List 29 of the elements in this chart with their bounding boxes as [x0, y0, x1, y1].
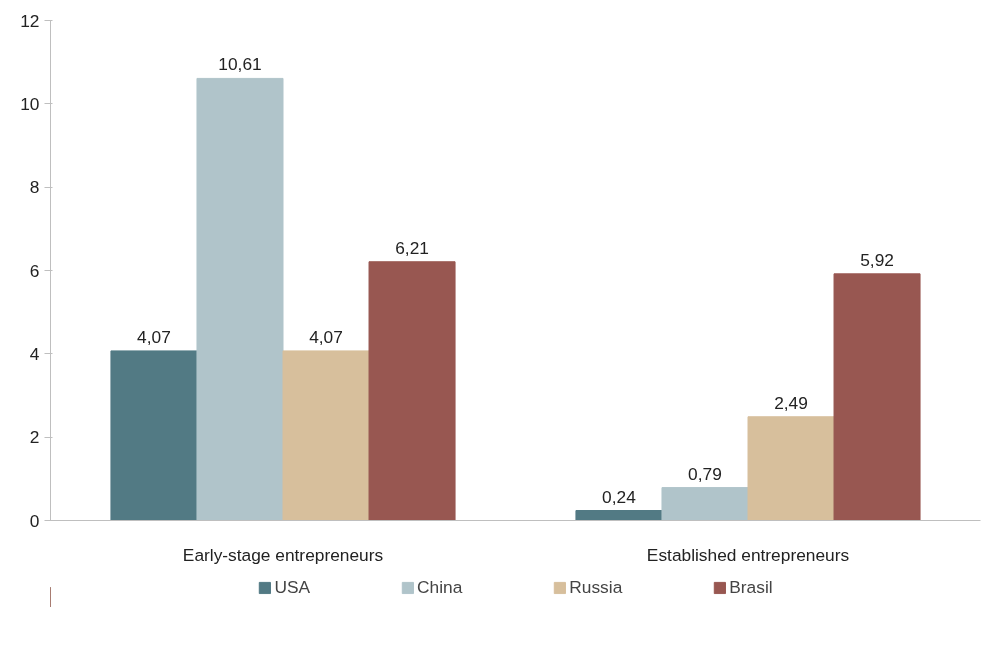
data-label: 2,49	[774, 392, 808, 413]
bar	[747, 416, 835, 521]
legend-label: USA	[274, 576, 311, 598]
bar	[661, 487, 749, 521]
legend-label: Brasil	[729, 576, 773, 598]
y-tick-label: 6	[29, 260, 40, 281]
data-label: 4,07	[309, 326, 343, 347]
data-label: 4,07	[137, 326, 171, 347]
bar	[282, 350, 370, 521]
y-tick-label: 2	[29, 427, 40, 448]
legend-label: China	[417, 576, 463, 598]
bar	[368, 261, 456, 521]
y-tick-label: 12	[20, 10, 40, 31]
y-tick-label: 10	[20, 93, 40, 114]
y-tick-label: 8	[29, 177, 40, 198]
legend-label: Russia	[569, 576, 623, 598]
bar	[833, 273, 921, 521]
y-tick-label: 0	[29, 510, 40, 531]
bar	[110, 350, 198, 521]
data-label: 6,21	[395, 237, 429, 258]
data-label: 5,92	[860, 249, 894, 270]
y-tick-label: 4	[29, 343, 40, 364]
bar	[575, 510, 663, 521]
data-label: 10,61	[218, 54, 262, 75]
x-tick-label: Established entrepreneurs	[646, 544, 850, 565]
x-tick-label: Early-stage entrepreneurs	[182, 544, 384, 565]
bar	[196, 77, 284, 521]
data-label: 0,24	[602, 486, 637, 507]
data-label: 0,79	[688, 463, 722, 484]
